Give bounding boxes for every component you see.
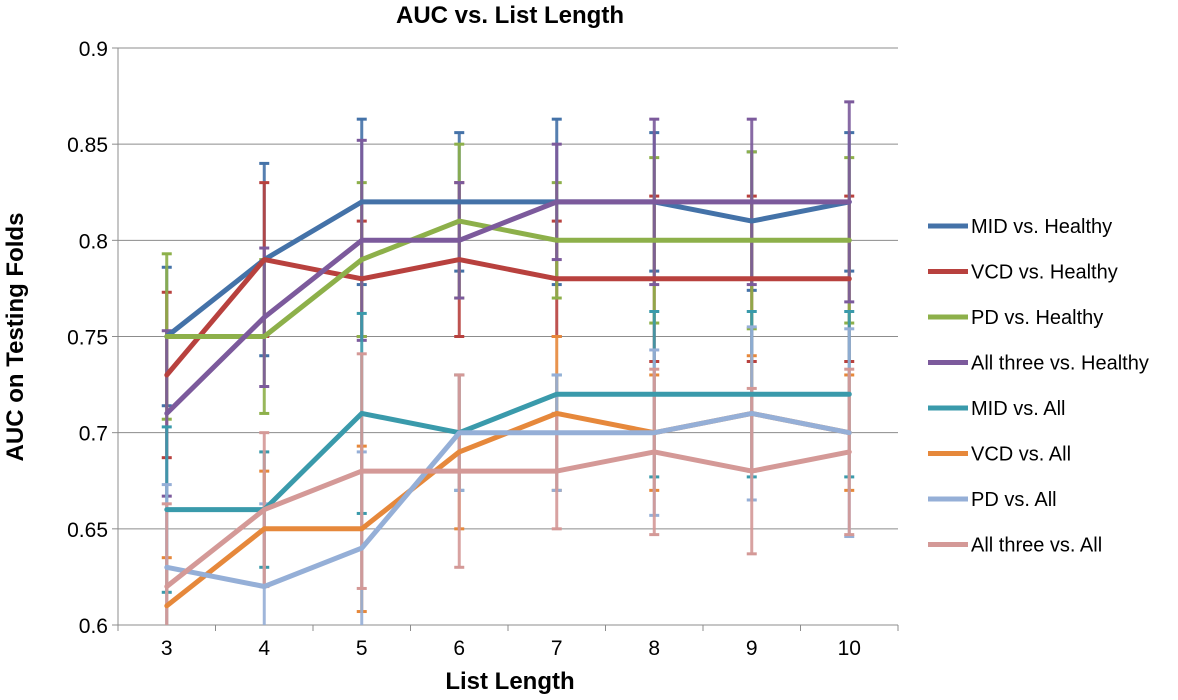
y-axis-ticks: 0.6 0.65 0.7 0.75 0.8 0.85 0.9 <box>67 38 108 638</box>
error-bars <box>161 100 855 625</box>
legend: MID vs. Healthy VCD vs. Healthy PD vs. Hea… <box>928 216 1149 557</box>
y-tick-label: 0.9 <box>79 38 108 61</box>
series-line-mid-vs-healthy <box>164 199 852 339</box>
series-line-pd-vs-healthy <box>164 218 852 339</box>
x-tick-label: 5 <box>356 637 368 660</box>
legend-label-all-three-vs-healthy: All three vs. Healthy <box>971 353 1149 375</box>
x-tick-label: 6 <box>453 637 465 660</box>
x-axis-ticks: 3 4 5 6 7 8 9 10 <box>161 637 861 660</box>
y-tick-label: 0.7 <box>79 423 108 446</box>
y-tick-label: 0.6 <box>79 615 108 638</box>
series-line-vcd-vs-healthy <box>164 257 852 378</box>
legend-label-vcd-vs-all: VCD vs. All <box>971 444 1071 466</box>
series-line-all-three-vs-healthy <box>164 199 852 416</box>
series-lines <box>164 199 852 609</box>
x-axis-label: List Length <box>445 668 575 695</box>
y-tick-label: 0.8 <box>79 230 108 253</box>
x-tick-label: 7 <box>551 637 563 660</box>
gridlines <box>112 47 899 631</box>
x-tick-label: 3 <box>161 637 173 660</box>
x-tick-label: 8 <box>648 637 660 660</box>
x-tick-label: 4 <box>258 637 270 660</box>
series-line-all-three-vs-all <box>164 449 852 589</box>
legend-label-mid-vs-healthy: MID vs. Healthy <box>971 216 1112 238</box>
legend-label-pd-vs-healthy: PD vs. Healthy <box>971 307 1103 329</box>
series-line-pd-vs-all <box>164 410 852 589</box>
chart-title: AUC vs. List Length <box>395 2 624 29</box>
legend-label-pd-vs-all: PD vs. All <box>971 489 1057 511</box>
y-tick-label: 0.65 <box>67 519 108 542</box>
x-tick-label: 9 <box>746 637 758 660</box>
y-tick-label: 0.85 <box>67 134 108 157</box>
series-line-mid-vs-all <box>164 391 852 513</box>
y-tick-label: 0.75 <box>67 327 108 350</box>
legend-label-vcd-vs-healthy: VCD vs. Healthy <box>971 262 1118 284</box>
legend-label-all-three-vs-all: All three vs. All <box>971 535 1102 557</box>
legend-label-mid-vs-all: MID vs. All <box>971 398 1065 420</box>
x-tick-label: 10 <box>838 637 861 660</box>
